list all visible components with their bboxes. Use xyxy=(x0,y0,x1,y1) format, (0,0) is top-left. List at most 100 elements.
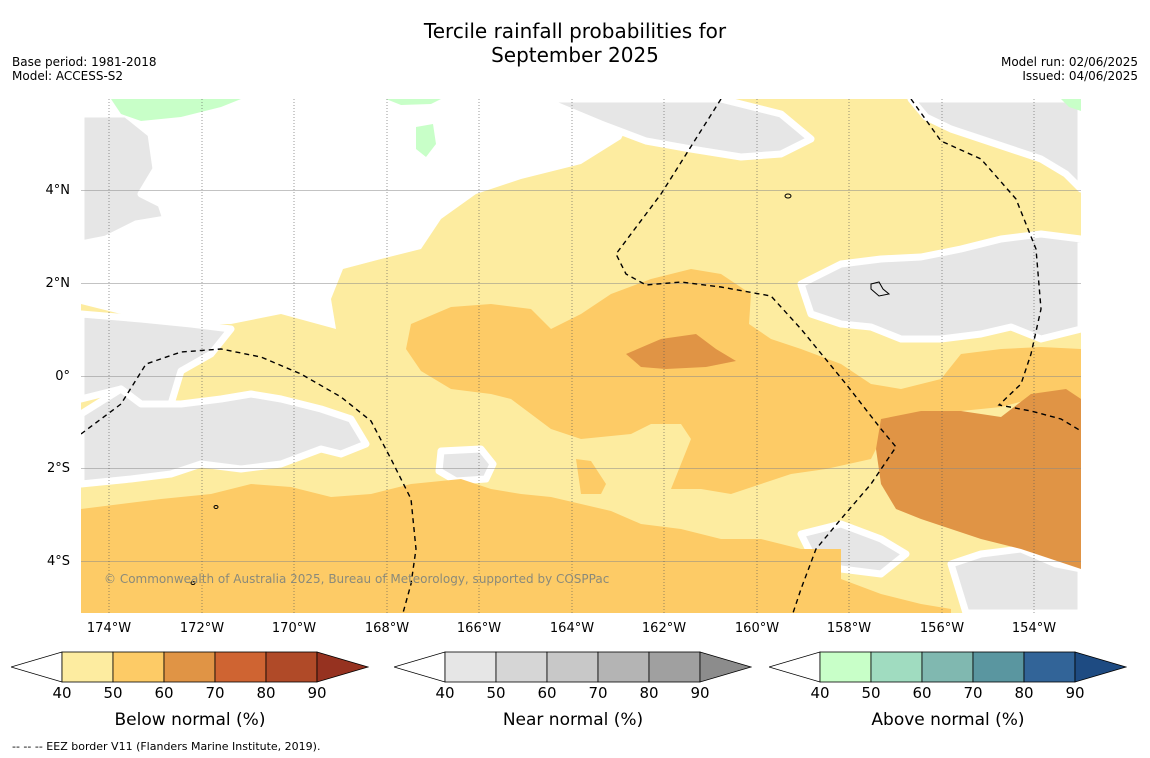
lat-label-2s: 2°S xyxy=(46,461,70,476)
below-tick-50: 50 xyxy=(103,684,123,702)
colorbar-lower-extend xyxy=(394,651,446,683)
colorbar-seg-40-50 xyxy=(819,651,872,683)
eez-footnote: -- -- -- EEZ border V11 (Flanders Marine… xyxy=(12,740,321,753)
colorbar-seg-60-70 xyxy=(546,651,599,683)
colorbar-seg-50-60 xyxy=(870,651,923,683)
model-name: Model: ACCESS-S2 xyxy=(12,69,124,83)
above-normal-northwest xyxy=(111,99,241,121)
near-normal-northwest-grey xyxy=(81,110,170,248)
lon-label-162w: 162°W xyxy=(641,621,687,636)
near-normal-southeast xyxy=(947,545,1081,613)
near-normal-northwest-upper xyxy=(81,99,641,329)
colorbar-title-below: Below normal (%) xyxy=(114,710,266,730)
near-normal-west-bulge xyxy=(81,310,235,408)
near-tick-60: 60 xyxy=(537,684,557,702)
above-tick-70: 70 xyxy=(963,684,983,702)
above-normal-north-patch xyxy=(386,99,441,105)
above-normal-north-small xyxy=(416,124,436,157)
lat-label-2n: 2°N xyxy=(45,276,71,291)
below-tick-90: 90 xyxy=(307,684,327,702)
lon-label-160w: 160°W xyxy=(734,621,780,636)
colorbar-lower-extend xyxy=(769,651,821,683)
lon-label-164w: 164°W xyxy=(549,621,595,636)
colorbar-seg-60-70 xyxy=(921,651,974,683)
meta-right: Model run: 02/06/2025 Issued: 04/06/2025 xyxy=(1001,55,1138,83)
lon-label-166w: 166°W xyxy=(456,621,502,636)
colorbar-seg-50-60 xyxy=(495,651,548,683)
eez-borders xyxy=(81,99,1081,613)
colorbar-seg-40-50 xyxy=(61,651,114,683)
above-tick-90: 90 xyxy=(1065,684,1085,702)
near-tick-40: 40 xyxy=(435,684,455,702)
island-south-small xyxy=(190,581,196,585)
colorbar-seg-80-90 xyxy=(265,651,318,683)
lat-label-4n: 4°N xyxy=(45,183,71,198)
rainfall-map: © Commonwealth of Australia 2025, Bureau… xyxy=(81,99,1081,613)
colorbar-upper-extend xyxy=(699,651,752,683)
lat-label-4s: 4°S xyxy=(46,554,70,569)
lon-label-158w: 158°W xyxy=(826,621,872,636)
below-50-center xyxy=(406,269,1081,494)
title-line-2: September 2025 xyxy=(491,43,659,67)
colorbar-title-above: Above normal (%) xyxy=(871,710,1025,730)
near-normal-east-center xyxy=(797,230,1081,343)
near-normal-north-center xyxy=(537,99,815,161)
map-grid xyxy=(81,190,1081,562)
above-tick-50: 50 xyxy=(861,684,881,702)
near-normal-regions xyxy=(81,99,1081,613)
colorbar-seg-70-80 xyxy=(972,651,1025,683)
eez-west xyxy=(81,348,417,613)
colorbar-near-normal xyxy=(394,651,752,683)
near-tick-50: 50 xyxy=(486,684,506,702)
below-60-east-large xyxy=(876,389,1081,569)
below-tick-60: 60 xyxy=(154,684,174,702)
lon-label-170w: 170°W xyxy=(271,621,317,636)
lat-label-0: 0° xyxy=(55,369,70,384)
title-line-1: Tercile rainfall probabilities for xyxy=(423,19,727,43)
meta-left: Base period: 1981-2018 Model: ACCESS-S2 xyxy=(12,55,157,83)
map-title: Tercile rainfall probabilities for Septe… xyxy=(0,19,1150,67)
below-50-west-south xyxy=(81,529,161,613)
colorbar-seg-60-70 xyxy=(163,651,216,683)
below-tick-40: 40 xyxy=(52,684,72,702)
eez-northeast xyxy=(910,99,1081,432)
colorbar-upper-extend xyxy=(1074,651,1127,683)
below-tick-80: 80 xyxy=(256,684,276,702)
colorbar-seg-80-90 xyxy=(1023,651,1076,683)
below-50-south-band xyxy=(81,479,951,613)
below-normal-60-regions xyxy=(626,334,1081,569)
below-50-small-south xyxy=(576,459,606,494)
above-tick-80: 80 xyxy=(1014,684,1034,702)
near-normal-small-south xyxy=(435,445,497,485)
colorbar-title-near: Near normal (%) xyxy=(502,710,644,730)
copyright-notice: © Commonwealth of Australia 2025, Bureau… xyxy=(104,572,609,586)
model-run: Model run: 02/06/2025 xyxy=(1000,55,1138,69)
above-normal-regions xyxy=(111,99,1081,157)
eez-center xyxy=(615,99,897,613)
colorbar-seg-70-80 xyxy=(597,651,650,683)
issued-date: Issued: 04/06/2025 xyxy=(1022,69,1138,83)
lon-label-154w: 154°W xyxy=(1011,621,1057,636)
below-normal-50-regions xyxy=(81,269,1081,613)
colorbar-seg-80-90 xyxy=(648,651,701,683)
colorbar-above-normal xyxy=(769,651,1127,683)
colorbar-lower-extend xyxy=(11,651,63,683)
above-normal-northeast xyxy=(1061,99,1081,111)
lon-label-156w: 156°W xyxy=(919,621,965,636)
colorbar-upper-extend xyxy=(316,651,369,683)
near-normal-northeast xyxy=(907,99,1081,193)
near-tick-90: 90 xyxy=(690,684,710,702)
colorbar-seg-50-60 xyxy=(112,651,165,683)
lon-label-174w: 174°W xyxy=(86,621,132,636)
islands xyxy=(190,193,891,585)
near-tick-70: 70 xyxy=(588,684,608,702)
near-normal-southwest-band xyxy=(81,385,370,488)
base-period: Base period: 1981-2018 xyxy=(12,55,157,69)
island-west-small xyxy=(213,505,219,509)
colorbar-seg-70-80 xyxy=(214,651,267,683)
near-tick-80: 80 xyxy=(639,684,659,702)
below-tick-70: 70 xyxy=(205,684,225,702)
lon-label-172w: 172°W xyxy=(179,621,225,636)
lon-label-168w: 168°W xyxy=(364,621,410,636)
island-north-small xyxy=(784,193,792,199)
